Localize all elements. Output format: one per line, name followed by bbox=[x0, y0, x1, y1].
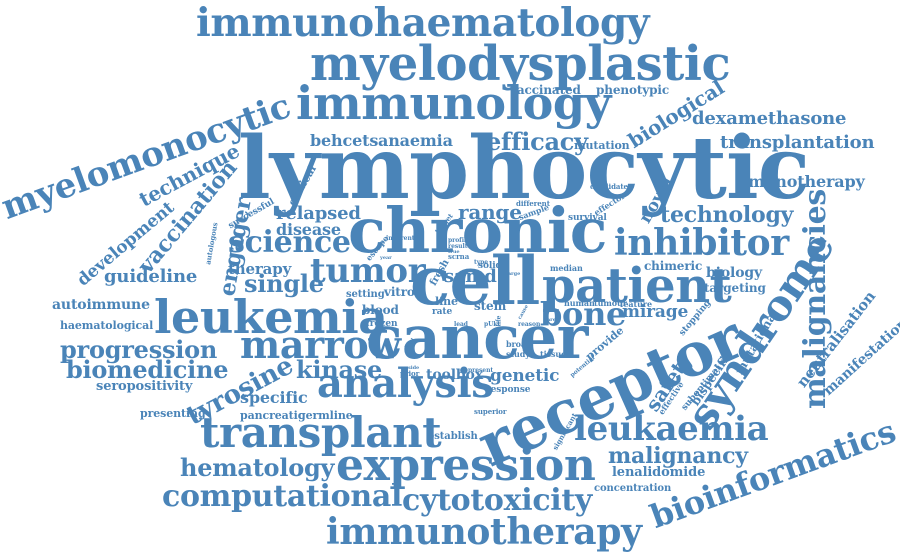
word-reason: reason bbox=[518, 321, 541, 328]
word-autologous: autologous bbox=[203, 221, 220, 266]
word-cancer: cancer bbox=[366, 303, 588, 373]
word-targeting: targeting bbox=[704, 281, 766, 295]
word-present: present bbox=[468, 367, 494, 374]
word-genetic: genetic bbox=[490, 366, 560, 386]
word-phenotypic: phenotypic bbox=[596, 83, 670, 97]
word-science: science bbox=[228, 225, 351, 260]
word-kinase: kinase bbox=[296, 355, 383, 384]
word-bone: bone bbox=[540, 295, 627, 333]
word-solid: solid bbox=[478, 261, 502, 271]
word-efficacy: efficacy bbox=[486, 127, 588, 156]
word-vaccinated: vaccinated bbox=[510, 83, 581, 97]
word-cytotoxicity: cytotoxicity bbox=[402, 483, 593, 518]
word-candidate: candidate bbox=[590, 182, 628, 191]
word-chimeric: chimeric bbox=[644, 259, 703, 273]
word-line: line bbox=[435, 295, 458, 308]
word-vitro: vitro bbox=[384, 285, 415, 299]
word-technology: technology bbox=[660, 202, 794, 228]
word-mutation: mutation bbox=[574, 139, 630, 152]
word-transplant: transplant bbox=[200, 408, 442, 457]
word-immunohaematology: immunohaematology bbox=[196, 0, 650, 46]
word-concentration: concentration bbox=[594, 483, 672, 494]
word-biology: biology bbox=[706, 265, 763, 281]
word-feature: feature bbox=[620, 299, 652, 309]
word-blood: blood bbox=[362, 303, 399, 317]
word-leukaemia: leukaemia bbox=[574, 409, 769, 449]
word-different: different bbox=[516, 199, 550, 208]
word-mirage: mirage bbox=[622, 302, 689, 322]
word-anaemia: anaemia bbox=[378, 131, 453, 150]
word-pUkt: pUkt bbox=[484, 321, 501, 328]
word-frozen: frozen bbox=[366, 319, 398, 329]
word-range: range bbox=[458, 200, 522, 224]
word-seropositivity: seropositivity bbox=[96, 379, 193, 394]
word-lymphocytic: lymphocytic bbox=[238, 118, 810, 219]
word-guideline: guideline bbox=[104, 266, 198, 287]
word-tumor: tumor bbox=[310, 251, 426, 291]
word-disease: disease bbox=[276, 220, 341, 239]
word-malignancy: malignancy bbox=[608, 443, 748, 469]
word-median: median bbox=[550, 263, 583, 273]
word-large: large bbox=[506, 271, 521, 277]
word-toolbox: toolbox bbox=[426, 367, 483, 383]
word-lenalidomide: lenalidomide bbox=[612, 465, 706, 480]
word-dexamethasone: dexamethasone bbox=[692, 108, 847, 129]
word-germline: germline bbox=[298, 409, 353, 422]
word-inherent: inherent bbox=[386, 235, 415, 242]
word-establish: establish bbox=[428, 431, 478, 442]
word-human: human bbox=[564, 298, 595, 308]
word-true: true bbox=[448, 249, 460, 255]
word-expression: expression bbox=[336, 440, 596, 491]
word-leukemia: leukemia bbox=[154, 290, 388, 344]
word-lead: lead bbox=[454, 321, 468, 328]
word-biomedicine: biomedicine bbox=[66, 355, 229, 384]
word-chronic: chronic bbox=[348, 194, 608, 267]
word-patient: patient bbox=[542, 258, 732, 314]
word-progression: progression bbox=[60, 335, 218, 364]
word-life: life bbox=[495, 315, 503, 327]
word-behcets: behcets bbox=[310, 131, 379, 150]
word-autoimmune: autoimmune bbox=[52, 297, 150, 313]
word-computational: computational bbox=[162, 479, 403, 514]
word-result: result bbox=[448, 243, 468, 250]
word-analysis: analysis bbox=[317, 360, 494, 407]
word-type: type bbox=[474, 259, 489, 266]
word-transplantation: transplantation bbox=[720, 132, 875, 153]
word-myelodysplastic: myelodysplastic bbox=[310, 36, 731, 92]
word-haematological: haematological bbox=[60, 319, 154, 332]
word-side: side bbox=[408, 365, 420, 371]
word-monotherapy: monotherapy bbox=[748, 172, 865, 191]
word-single: single bbox=[244, 269, 324, 298]
word-profile: profile bbox=[448, 237, 470, 244]
word-immunotherapy: immunotherapy bbox=[326, 511, 642, 553]
word-scrna: scrna bbox=[448, 252, 470, 261]
word-inhibitor: inhibitor bbox=[614, 222, 789, 264]
word-care: care bbox=[544, 317, 556, 323]
word-tumour: tumour bbox=[594, 298, 627, 308]
word-hematology: hematology bbox=[180, 453, 335, 482]
word-presenting: presenting bbox=[140, 407, 206, 420]
word-setting: setting bbox=[346, 289, 385, 300]
word-pancreatic: pancreatic bbox=[240, 409, 305, 422]
word-immunology: immunology bbox=[296, 76, 611, 130]
word-rate: rate bbox=[432, 307, 453, 317]
word-survival: survival bbox=[568, 213, 607, 223]
word-year: year bbox=[380, 255, 392, 261]
word-samd: samd bbox=[444, 266, 497, 287]
word-relapsed: relapsed bbox=[276, 203, 361, 224]
word-cell: cell bbox=[410, 242, 540, 320]
word-prior: prior bbox=[400, 369, 420, 378]
word-superior: superior bbox=[474, 407, 507, 416]
word-response: response bbox=[486, 385, 531, 395]
word-stem: stem bbox=[474, 299, 507, 313]
word-marrow: marrow bbox=[240, 322, 401, 367]
word-tissue: tissue bbox=[540, 349, 567, 359]
word-study: study bbox=[506, 349, 530, 359]
word-specific: specific bbox=[240, 388, 308, 407]
word-broad: broad bbox=[506, 339, 532, 349]
word-therapy: therapy bbox=[228, 260, 292, 278]
